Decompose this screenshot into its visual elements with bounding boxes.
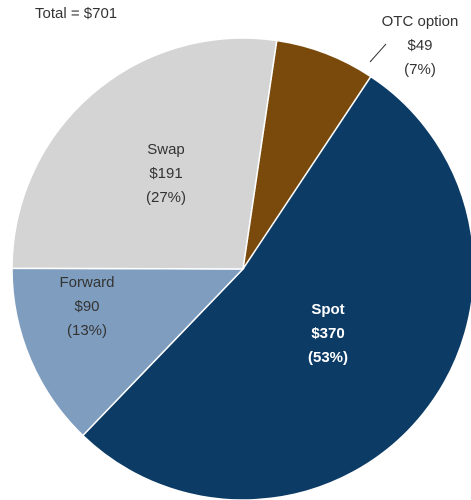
leader-line xyxy=(369,43,387,63)
slice-label: OTC option xyxy=(382,13,459,30)
chart-title: Total = $701 xyxy=(35,5,117,22)
slice-label: Spot xyxy=(311,301,344,318)
pie-slice xyxy=(11,37,278,270)
pie-slice xyxy=(81,75,471,500)
value-label: $370 xyxy=(311,325,344,342)
pie-slice xyxy=(11,267,245,437)
value-label: $191 xyxy=(149,165,182,182)
slice-label: Forward xyxy=(59,274,114,291)
slice-label: Swap xyxy=(147,141,185,158)
value-label: $49 xyxy=(407,37,432,54)
share-label: (53%) xyxy=(308,349,348,366)
pie-slice xyxy=(242,39,372,270)
value-label: $90 xyxy=(74,298,99,315)
share-label: (13%) xyxy=(67,322,107,339)
share-label: (27%) xyxy=(146,189,186,206)
share-label: (7%) xyxy=(404,61,436,78)
